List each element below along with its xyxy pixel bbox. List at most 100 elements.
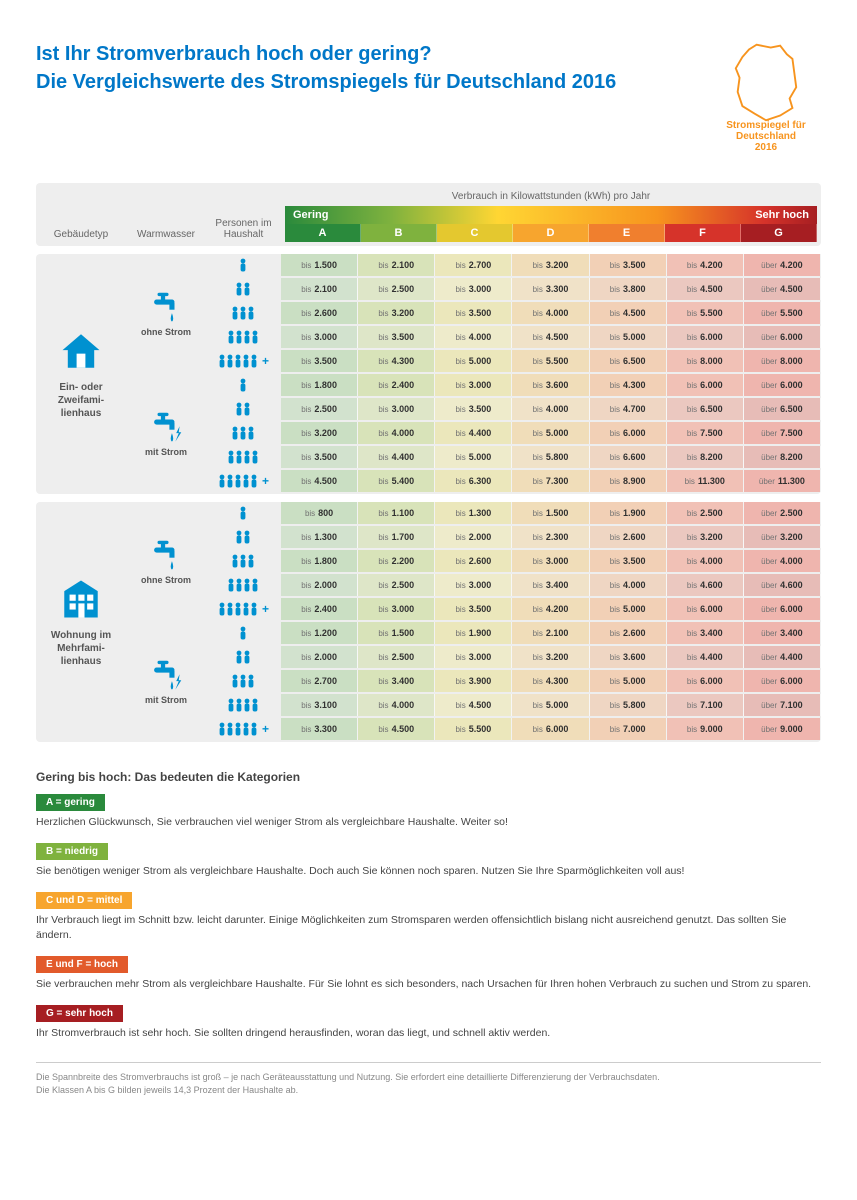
value-cell: bis3.400: [667, 622, 744, 644]
value-cell: bis3.500: [435, 398, 512, 420]
data-blocks: Ein- oder Zweifami­lienhaus ohne Strombi…: [36, 254, 821, 742]
persons-cell: [206, 422, 281, 444]
value-cell: bis6.500: [667, 398, 744, 420]
letters-row: ABCDEFG: [285, 224, 817, 242]
data-row: bis1.300bis1.700bis2.000bis2.300bis2.600…: [206, 526, 821, 548]
value-cell: bis2.700: [281, 670, 358, 692]
value-cell: bis8.000: [667, 350, 744, 372]
legend-item: G = sehr hoch Ihr Stromverbrauch ist seh…: [36, 1005, 821, 1042]
legend-tag: E und F = hoch: [36, 956, 128, 973]
ww-col-ohne: ohne Strom: [126, 502, 206, 622]
data-row: bis800bis1.100bis1.300bis1.500bis1.900bi…: [206, 502, 821, 524]
data-row: bis2.500bis3.000bis3.500bis4.000bis4.700…: [206, 398, 821, 420]
legend-desc: Ihr Verbrauch liegt im Schnitt bzw. leic…: [36, 913, 821, 945]
value-cell: bis4.500: [590, 302, 667, 324]
legend-items: A = gering Herzlichen Glückwunsch, Sie v…: [36, 794, 821, 1042]
col-building: Gebäudetyp: [36, 223, 126, 246]
value-cell: bis1.700: [358, 526, 435, 548]
building-block-house: Ein- oder Zweifami­lienhaus ohne Strombi…: [36, 254, 821, 494]
persons-cell: [206, 254, 281, 276]
legend-item: E und F = hoch Sie verbrauchen mehr Stro…: [36, 956, 821, 993]
ww-group-apt-mit: mit Strombis1.200bis1.500bis1.900bis2.10…: [126, 622, 821, 742]
letter-F: F: [665, 224, 741, 242]
value-cell: bis6.000: [590, 422, 667, 444]
value-cell: bis8.900: [590, 470, 667, 492]
value-cell: bis2.200: [358, 550, 435, 572]
value-cell: bis11.300: [667, 470, 744, 492]
persons-cell: [206, 526, 281, 548]
value-cell: bis2.000: [281, 574, 358, 596]
value-cell: bis1.300: [281, 526, 358, 548]
value-cell: bis4.000: [358, 694, 435, 716]
value-cell: über4.400: [744, 646, 821, 668]
data-row: bis1.200bis1.500bis1.900bis2.100bis2.600…: [206, 622, 821, 644]
value-cell: bis2.500: [358, 278, 435, 300]
persons-cell: +: [206, 470, 281, 492]
value-cell: bis4.400: [667, 646, 744, 668]
value-cell: bis3.000: [512, 550, 589, 572]
value-cell: bis4.200: [512, 598, 589, 620]
value-cell: über4.500: [744, 278, 821, 300]
value-cell: bis4.000: [590, 574, 667, 596]
value-cell: bis4.700: [590, 398, 667, 420]
value-cell: bis1.100: [358, 502, 435, 524]
value-cell: bis3.000: [435, 646, 512, 668]
value-cell: bis5.800: [512, 446, 589, 468]
legend-item: A = gering Herzlichen Glückwunsch, Sie v…: [36, 794, 821, 831]
persons-cell: [206, 670, 281, 692]
legend-desc: Herzlichen Glückwunsch, Sie verbrauchen …: [36, 815, 821, 831]
legend-section: Gering bis hoch: Das bedeuten die Katego…: [36, 770, 821, 1042]
data-row: +bis4.500bis5.400bis6.300bis7.300bis8.90…: [206, 470, 821, 492]
value-cell: bis3.500: [358, 326, 435, 348]
value-cell: bis3.600: [512, 374, 589, 396]
value-cell: bis2.600: [590, 526, 667, 548]
footnote: Die Spannbreite des Stromverbrauchs ist …: [36, 1062, 821, 1098]
page-title-line-2: Die Vergleichswerte des Stromspiegels fü…: [36, 68, 616, 96]
value-cell: über7.100: [744, 694, 821, 716]
value-cell: bis6.000: [667, 670, 744, 692]
value-cell: bis5.000: [590, 326, 667, 348]
value-cell: bis2.700: [435, 254, 512, 276]
value-cell: bis3.000: [435, 374, 512, 396]
value-cell: bis2.600: [281, 302, 358, 324]
col-persons: Personen im Haushalt: [206, 212, 281, 246]
value-cell: bis2.400: [281, 598, 358, 620]
legend-title: Gering bis hoch: Das bedeuten die Katego…: [36, 770, 821, 784]
value-cell: über11.300: [744, 470, 821, 492]
value-cell: bis3.200: [512, 254, 589, 276]
value-cell: bis5.000: [512, 422, 589, 444]
data-row: bis1.800bis2.200bis2.600bis3.000bis3.500…: [206, 550, 821, 572]
value-cell: bis1.900: [435, 622, 512, 644]
legend-desc: Sie verbrauchen mehr Strom als vergleich…: [36, 977, 821, 993]
value-cell: bis1.800: [281, 550, 358, 572]
value-cell: bis6.500: [590, 350, 667, 372]
persons-cell: [206, 278, 281, 300]
data-row: bis2.000bis2.500bis3.000bis3.400bis4.000…: [206, 574, 821, 596]
value-cell: bis3.900: [435, 670, 512, 692]
value-cell: über6.000: [744, 326, 821, 348]
ww-group-house-mit: mit Strombis1.800bis2.400bis3.000bis3.60…: [126, 374, 821, 494]
footnote-line-2: Die Klassen A bis G bilden jeweils 14,3 …: [36, 1084, 821, 1098]
value-cell: bis5.400: [358, 470, 435, 492]
value-cell: bis2.500: [358, 574, 435, 596]
value-cell: bis5.500: [435, 718, 512, 740]
value-cell: über9.000: [744, 718, 821, 740]
ww-col-mit: mit Strom: [126, 622, 206, 742]
data-row: bis2.000bis2.500bis3.000bis3.200bis3.600…: [206, 646, 821, 668]
logo-text-3: 2016: [711, 142, 821, 153]
building-col-apt: Wohnung im Mehrfami­lienhaus: [36, 502, 126, 742]
logo-text-2: Deutschland: [711, 131, 821, 142]
value-cell: bis2.500: [667, 502, 744, 524]
value-cell: bis4.000: [667, 550, 744, 572]
value-cell: bis9.000: [667, 718, 744, 740]
persons-cell: [206, 502, 281, 524]
persons-cell: [206, 694, 281, 716]
persons-cell: [206, 646, 281, 668]
value-cell: bis1.300: [435, 502, 512, 524]
value-cell: bis1.500: [358, 622, 435, 644]
value-cell: bis4.600: [667, 574, 744, 596]
value-cell: über4.600: [744, 574, 821, 596]
value-cell: bis4.300: [358, 350, 435, 372]
logo-text-1: Stromspiegel für: [711, 120, 821, 131]
value-cell: bis4.500: [358, 718, 435, 740]
